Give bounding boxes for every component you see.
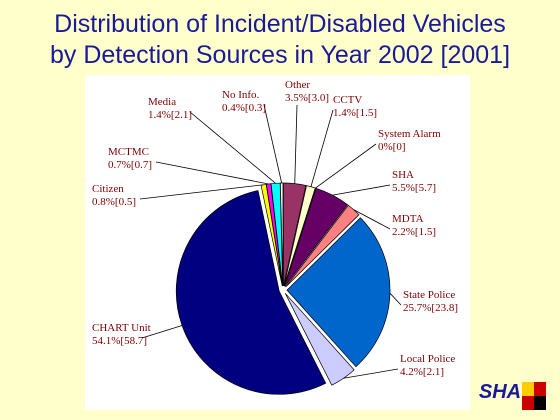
previous-value-label: [0.7] — [131, 159, 152, 171]
value-label: 0.7% — [108, 159, 131, 171]
slice-label: No Info. — [222, 89, 260, 101]
previous-value-label: [5.7] — [415, 182, 436, 194]
value-label: 54.1% — [92, 335, 120, 347]
slice-value-label: 25.7%[23.8] — [403, 302, 458, 314]
leader-line — [294, 104, 298, 184]
slice-label: Citizen — [92, 183, 124, 195]
chart-title: by Detection Sources in Year 2002 [2001] — [50, 41, 510, 69]
leader-line — [332, 184, 391, 196]
slice-value-label: 2.2%[1.5] — [392, 226, 436, 238]
previous-value-label: [23.8] — [431, 302, 458, 314]
leader-line — [353, 209, 391, 230]
slice-label: MCTMC — [108, 146, 149, 158]
slice-label: CCTV — [333, 94, 362, 106]
slice-value-label: 54.1%[58.7] — [92, 335, 147, 347]
slice-value-label: 5.5%[5.7] — [392, 182, 436, 194]
pie-slice — [284, 293, 355, 386]
leader-line — [141, 325, 183, 339]
value-label: 0.8% — [92, 196, 115, 208]
value-label: 4.2% — [400, 366, 423, 378]
leader-line — [310, 109, 334, 187]
slice-label: SHA — [392, 169, 414, 181]
logo: SHA — [479, 381, 521, 403]
value-label: 25.7% — [403, 302, 431, 314]
leader-line — [263, 104, 283, 184]
previous-value-label: [3.0] — [308, 92, 329, 104]
pie-slice — [283, 182, 307, 287]
pie-slice — [283, 187, 316, 287]
previous-value-label: [0.5] — [115, 196, 136, 208]
leader-line — [189, 111, 276, 184]
slice-value-label: 0.4%[0.3] — [222, 102, 266, 114]
slice-value-label: 0.8%[0.5] — [92, 196, 136, 208]
chart-title: Distribution of Incident/Disabled Vehicl… — [54, 10, 506, 38]
leader-line — [343, 368, 399, 379]
previous-value-label: [1.5] — [356, 107, 377, 119]
leader-line — [389, 292, 402, 306]
leader-line — [315, 143, 377, 189]
previous-value-label: [2.1] — [423, 366, 444, 378]
flag-icon — [522, 382, 534, 396]
slice-label: MDTA — [392, 213, 424, 225]
slice-label: Local Police — [400, 353, 455, 365]
slice-value-label: 1.4%[1.5] — [333, 107, 377, 119]
leader-line — [139, 184, 264, 200]
value-label: 1.4% — [333, 107, 356, 119]
leader-line — [155, 161, 269, 185]
value-label: 0.4% — [222, 102, 245, 114]
slice-value-label: 0.7%[0.7] — [108, 159, 152, 171]
slice-label: CHART Unit — [92, 322, 151, 334]
previous-value-label: [58.7] — [120, 335, 147, 347]
slice-label: System Alarm — [378, 128, 441, 140]
slice-value-label: 0%[0] — [378, 141, 406, 153]
previous-value-label: [0] — [393, 141, 406, 153]
value-label: 3.5% — [285, 92, 308, 104]
previous-value-label: [0.3] — [245, 102, 266, 114]
previous-value-label: [2.1] — [171, 109, 192, 121]
slice-label: Other — [285, 79, 310, 91]
pie-slice — [284, 187, 349, 287]
pie-slice — [175, 190, 327, 395]
value-label: 2.2% — [392, 226, 415, 238]
slice-label: State Police — [403, 289, 455, 301]
slice-label: Media — [148, 96, 176, 108]
previous-value-label: [1.5] — [415, 226, 436, 238]
value-label: 0% — [378, 141, 393, 153]
slice-value-label: 4.2%[2.1] — [400, 366, 444, 378]
value-label: 5.5% — [392, 182, 415, 194]
value-label: 1.4% — [148, 109, 171, 121]
flag-icon — [534, 396, 546, 410]
slice-value-label: 3.5%[3.0] — [285, 92, 329, 104]
slice-value-label: 1.4%[2.1] — [148, 109, 192, 121]
